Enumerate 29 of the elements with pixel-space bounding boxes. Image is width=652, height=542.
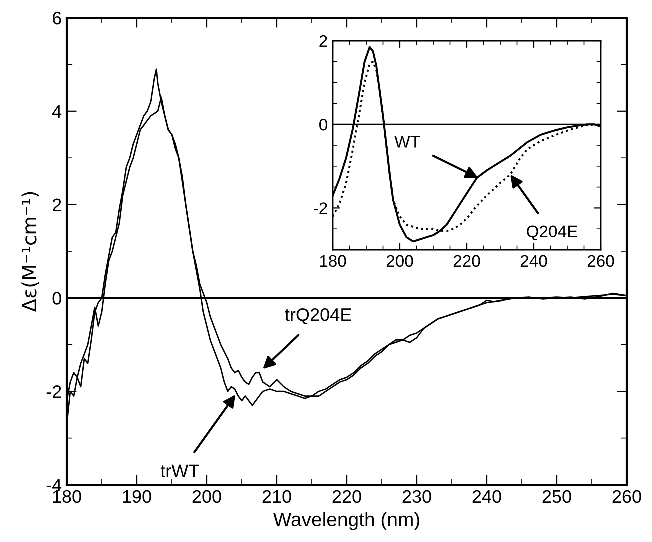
x-tick-label: 180 xyxy=(320,255,346,268)
y-tick-label: -2 xyxy=(314,202,328,214)
y-axis-title: Δε(M⁻¹cm⁻¹) xyxy=(22,192,40,312)
x-tick-label: 240 xyxy=(472,490,502,504)
x-tick-label: 230 xyxy=(402,490,432,504)
y-tick-label: 6 xyxy=(53,12,62,25)
y-tick-label: -4 xyxy=(46,479,62,492)
x-tick-label: 180 xyxy=(53,490,82,504)
x-tick-label: 250 xyxy=(542,490,572,504)
y-tick-label: 2 xyxy=(320,35,328,48)
x-tick-label: 260 xyxy=(612,490,642,504)
y-tick-label: -2 xyxy=(46,386,62,398)
x-axis-title: Wavelength (nm) xyxy=(273,512,420,530)
annotation: trWT xyxy=(160,464,200,478)
x-tick-label: 200 xyxy=(192,490,222,504)
annotation: trQ204E xyxy=(285,308,352,324)
annotation: Q204E xyxy=(527,226,578,241)
x-tick-label: 200 xyxy=(386,255,414,268)
x-tick-label: 190 xyxy=(123,490,152,504)
y-tick-label: 0 xyxy=(52,292,62,305)
y-tick-label: 2 xyxy=(53,198,62,212)
x-tick-label: 210 xyxy=(262,490,292,504)
y-tick-label: 0 xyxy=(320,119,328,131)
annotation: WT xyxy=(394,136,420,148)
x-tick-label: 240 xyxy=(520,255,548,268)
y-tick-label: 4 xyxy=(52,106,62,118)
x-tick-label: 220 xyxy=(454,255,480,268)
x-tick-label: 220 xyxy=(332,490,362,504)
x-tick-label: 260 xyxy=(588,255,614,268)
